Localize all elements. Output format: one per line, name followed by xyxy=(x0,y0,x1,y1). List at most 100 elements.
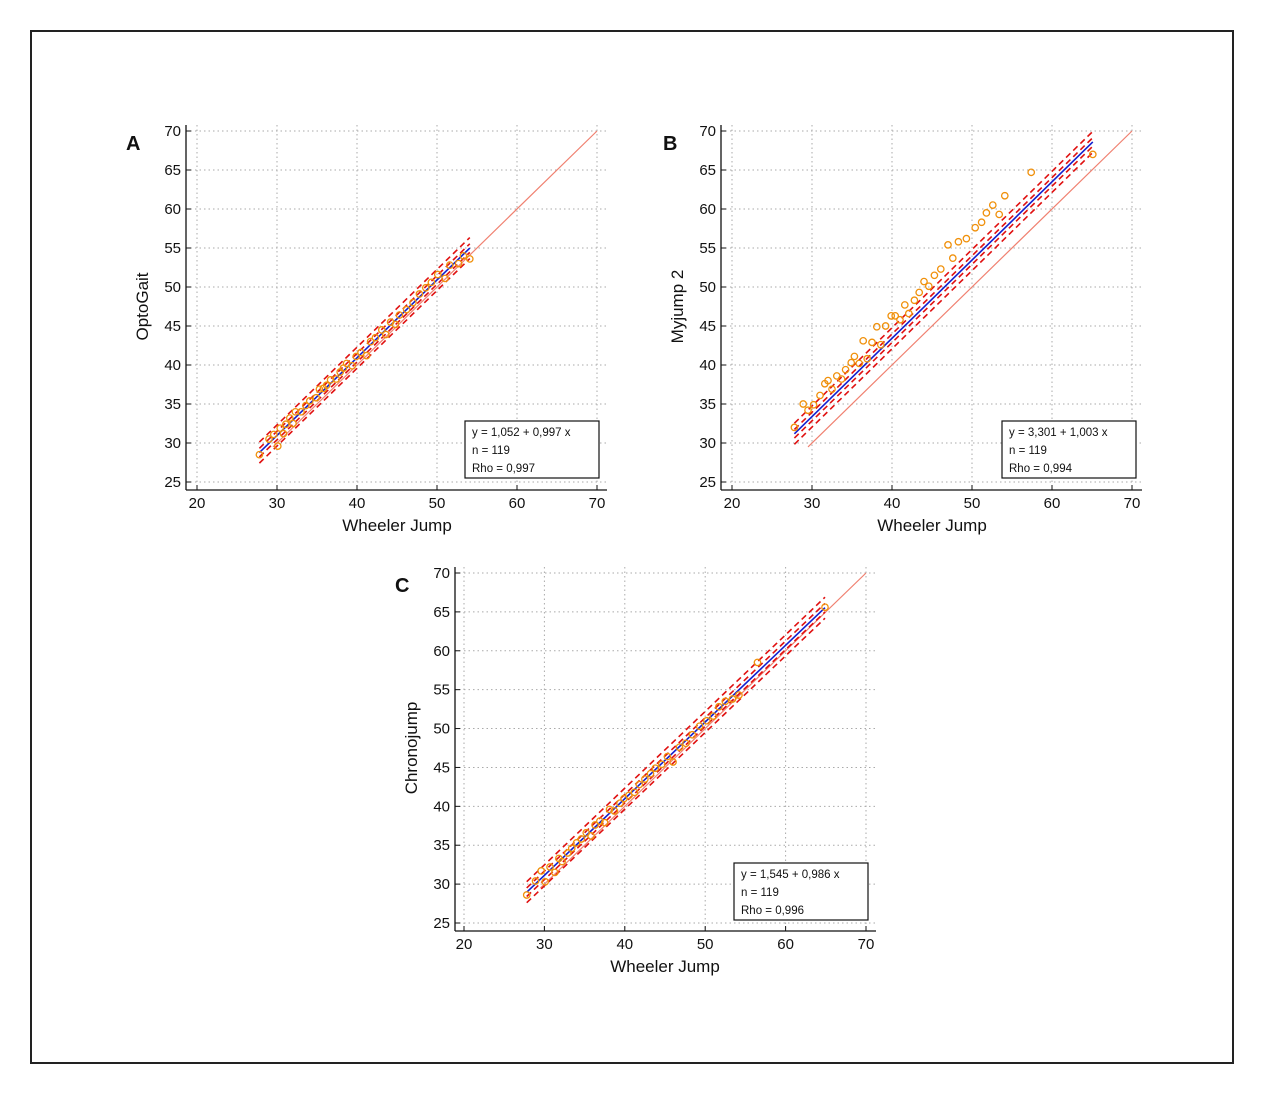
data-point xyxy=(421,283,430,292)
data-point xyxy=(322,381,331,390)
data-point xyxy=(567,844,576,853)
data-point xyxy=(289,419,297,428)
data-point xyxy=(381,330,390,339)
data-point xyxy=(616,799,624,808)
y-tick-label: 60 xyxy=(433,643,450,660)
data-point xyxy=(954,237,963,246)
y-tick-label: 35 xyxy=(433,837,450,854)
data-point xyxy=(454,259,463,268)
data-point xyxy=(682,739,690,748)
data-point xyxy=(868,338,876,347)
data-point xyxy=(688,730,697,739)
y-tick-label: 30 xyxy=(433,876,450,893)
x-tick-label: 30 xyxy=(804,495,821,512)
data-point xyxy=(537,867,546,875)
confidence-band-line xyxy=(793,151,1094,445)
x-tick-label: 60 xyxy=(777,936,794,953)
data-point xyxy=(641,775,649,783)
y-tick-label: 25 xyxy=(699,474,716,491)
data-point xyxy=(291,407,300,416)
y-tick-label: 50 xyxy=(433,721,450,738)
confidence-band-line xyxy=(258,251,471,458)
data-point xyxy=(395,311,404,319)
data-point xyxy=(459,251,468,260)
identity-line xyxy=(807,130,1133,448)
data-point xyxy=(273,442,282,450)
x-tick-label: 50 xyxy=(429,495,446,512)
data-point xyxy=(891,312,900,320)
data-point xyxy=(362,351,371,360)
confidence-band-line xyxy=(793,137,1094,431)
data-point xyxy=(971,223,980,232)
scatter-panel-b: 20 30 40 50 60 70 25 30 35 40 45 50 55 60 65 70 Wheeler … xyxy=(663,123,1142,535)
x-axis-title: Wheeler Jump xyxy=(877,516,987,535)
data-point xyxy=(855,359,864,368)
panel-label: B xyxy=(663,133,677,155)
legend-line: Rho = 0,997 xyxy=(472,463,535,475)
data-point xyxy=(657,760,666,769)
data-point xyxy=(962,234,971,243)
data-point xyxy=(255,450,264,459)
y-tick-label: 50 xyxy=(699,279,716,296)
data-point xyxy=(587,832,595,840)
y-tick-label: 45 xyxy=(164,318,181,335)
identity-line xyxy=(272,130,598,448)
figure-frame xyxy=(30,30,1234,1064)
regression-line xyxy=(793,141,1094,435)
data-point xyxy=(944,241,952,249)
legend-line: Rho = 0,996 xyxy=(741,905,804,917)
x-tick-label: 50 xyxy=(964,495,981,512)
data-point xyxy=(876,340,885,349)
data-point xyxy=(982,209,991,217)
data-point xyxy=(809,400,818,409)
data-point xyxy=(605,805,614,814)
y-tick-label: 65 xyxy=(433,604,450,621)
data-point xyxy=(753,658,762,667)
legend-box xyxy=(464,420,600,479)
data-point xyxy=(276,424,285,433)
y-axis-title: Myjump 2 xyxy=(668,270,687,344)
y-tick-label: 30 xyxy=(699,435,716,452)
confidence-band-line xyxy=(526,617,826,904)
data-point xyxy=(279,429,288,438)
data-point xyxy=(402,305,411,314)
data-point xyxy=(728,695,737,703)
x-tick-label: 30 xyxy=(536,936,553,953)
y-tick-label: 65 xyxy=(699,162,716,179)
data-point xyxy=(522,891,531,899)
data-point xyxy=(847,358,856,367)
y-tick-label: 45 xyxy=(699,318,716,335)
x-tick-label: 70 xyxy=(1124,495,1141,512)
x-axis-title: Wheeler Jump xyxy=(610,957,720,976)
panel-label: C xyxy=(395,575,409,597)
x-tick-label: 60 xyxy=(509,495,526,512)
data-point xyxy=(572,839,581,847)
data-point xyxy=(445,261,454,270)
data-point xyxy=(1088,150,1097,159)
x-tick-label: 20 xyxy=(724,495,741,512)
y-tick-label: 70 xyxy=(699,123,716,140)
confidence-band-line xyxy=(526,611,826,898)
scatter-panel-c: 20 30 40 50 60 70 25 30 35 40 45 50 55 60 65 70 Wheeler … xyxy=(395,565,876,976)
scatter-panel-a: 20 30 40 50 60 70 25 30 35 40 45 50 55 60 65 70 Wheeler … xyxy=(126,123,607,535)
y-tick-label: 65 xyxy=(164,162,181,179)
data-point xyxy=(409,298,417,307)
data-point xyxy=(824,376,832,385)
data-point xyxy=(904,309,913,318)
data-point xyxy=(332,375,341,383)
data-point xyxy=(315,385,324,394)
data-point xyxy=(577,835,586,843)
data-point xyxy=(357,348,365,357)
data-point xyxy=(910,296,919,305)
y-tick-label: 70 xyxy=(433,565,450,582)
x-tick-label: 60 xyxy=(1044,495,1061,512)
legend-line: n = 119 xyxy=(472,445,510,457)
confidence-band-line xyxy=(793,130,1094,424)
legend-line: y = 3,301 + 1,003 x xyxy=(1009,427,1108,439)
y-tick-label: 60 xyxy=(164,201,181,218)
data-point xyxy=(377,326,386,334)
y-tick-label: 40 xyxy=(164,357,181,374)
regression-line xyxy=(526,607,826,893)
y-tick-label: 30 xyxy=(164,435,181,452)
